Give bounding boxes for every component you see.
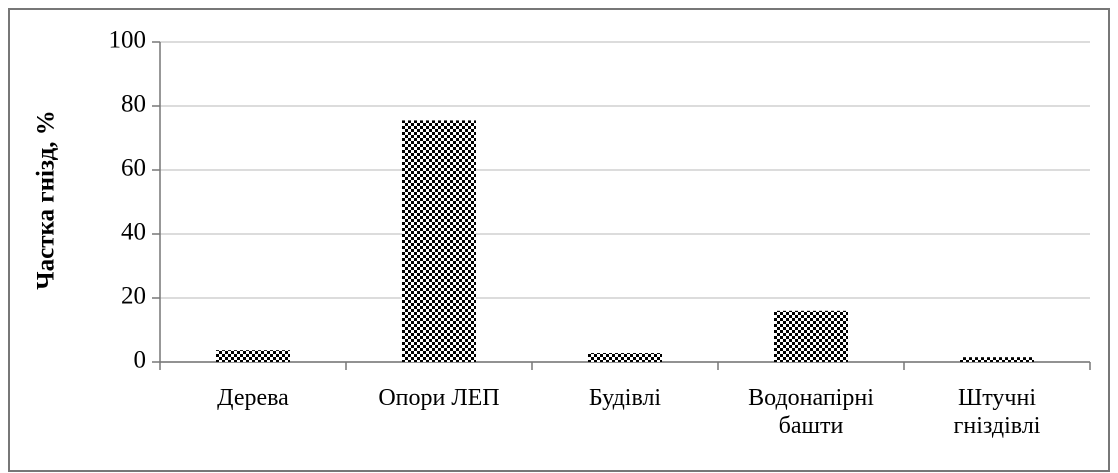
y-tick-label: 60 bbox=[121, 155, 146, 182]
bar bbox=[588, 353, 662, 362]
bar bbox=[402, 120, 476, 363]
bar bbox=[960, 357, 1034, 362]
bar bbox=[774, 310, 848, 362]
y-tick-label: 80 bbox=[121, 91, 146, 118]
x-tick-label: Водонапірні башти bbox=[748, 385, 874, 439]
y-axis-label: Частка гнізд, % bbox=[33, 110, 60, 289]
x-tick-label: Штучні гніздівлі bbox=[953, 385, 1041, 439]
frame bbox=[8, 8, 1110, 472]
y-tick-label: 20 bbox=[121, 283, 146, 310]
x-tick-label: Опори ЛЕП bbox=[378, 385, 500, 411]
y-tick-label: 40 bbox=[121, 219, 146, 246]
y-tick-label: 0 bbox=[134, 347, 147, 374]
bar bbox=[216, 350, 290, 362]
x-tick-label: Дерева bbox=[217, 385, 289, 411]
x-tick-label: Будівлі bbox=[588, 385, 662, 411]
y-tick-label: 100 bbox=[109, 27, 147, 54]
